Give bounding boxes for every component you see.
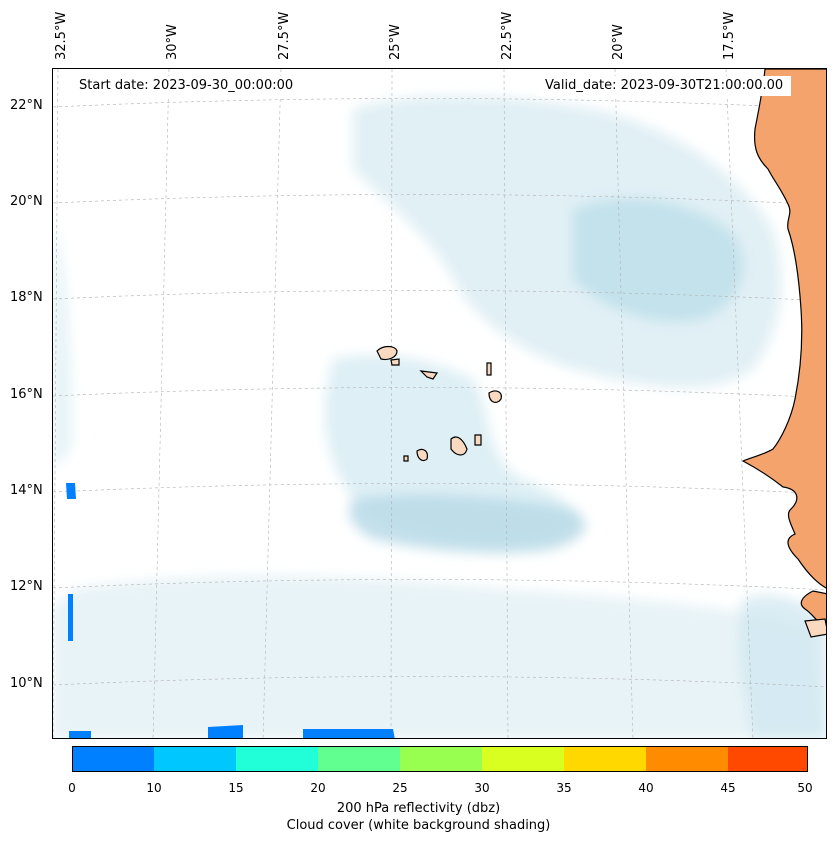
parallel-20n <box>53 194 826 206</box>
graticule <box>53 69 826 738</box>
lon-label-32-5w: 32.5°W <box>54 11 69 60</box>
lat-label-10n: 10°N <box>10 676 43 691</box>
lat-label-12n: 12°N <box>10 579 43 594</box>
colorbar-segment-30-35 <box>482 746 564 772</box>
reflectivity-cell-south-b <box>303 729 395 738</box>
island-boa-vista <box>488 390 502 403</box>
island-sao-nicolau <box>419 370 439 380</box>
island-fogo <box>416 448 428 462</box>
lon-label-20w: 20°W <box>611 24 626 60</box>
island-santiago <box>450 436 468 456</box>
parallel-12n <box>53 579 826 591</box>
colorbar-tick-0: 0 <box>68 781 76 795</box>
lon-label-22-5w: 22.5°W <box>500 11 515 60</box>
lon-label-30w: 30°W <box>165 24 180 60</box>
lat-label-14n: 14°N <box>10 483 43 498</box>
colorbar-tick-35: 35 <box>556 781 572 795</box>
parallel-14n <box>53 483 826 495</box>
colorbar-segment-0-10 <box>72 746 154 772</box>
colorbar-outline <box>72 746 808 772</box>
colorbar-tick-15: 15 <box>228 781 244 795</box>
colorbar-title: 200 hPa reflectivity (dbz) <box>336 801 501 816</box>
meridian-17-5w <box>725 69 754 738</box>
colorbar-tick-10: 10 <box>146 781 162 795</box>
colorbar-segment-40-45 <box>646 746 728 772</box>
cape-verde-islands <box>376 345 502 462</box>
cloud-core-northeast <box>573 198 743 322</box>
lon-label-27-5w: 27.5°W <box>277 11 292 60</box>
valid-date-label: Valid_date: 2023-09-30T21:00:00.00 <box>537 76 792 96</box>
colorbar-tick-30: 30 <box>474 781 490 795</box>
lat-label-20n: 20°N <box>10 194 43 209</box>
colorbar-segment-20-25 <box>318 746 400 772</box>
cloud-cover-layer <box>53 95 826 738</box>
parallel-10n <box>53 676 826 688</box>
cloud-band-center <box>324 355 575 543</box>
meridian-25w <box>390 69 393 738</box>
colorbar-tick-25: 25 <box>392 781 408 795</box>
parallel-16n <box>53 387 826 399</box>
meridian-27-5w <box>262 69 282 738</box>
map-panel <box>52 68 827 739</box>
lat-label-18n: 18°N <box>10 290 43 305</box>
colorbar-segment-10-15 <box>154 746 236 772</box>
colorbar-tick-45: 45 <box>720 781 736 795</box>
meridian-32-5w <box>53 69 59 738</box>
mainland-africa <box>741 69 826 589</box>
reflectivity-cell-14n <box>66 483 76 499</box>
cloud-band-14n <box>349 494 586 554</box>
cloud-east-coast <box>738 595 826 738</box>
colorbar-segment-45-50 <box>728 746 808 772</box>
meridian-20w <box>614 69 634 738</box>
reflectivity-cell-south-a <box>208 725 243 738</box>
start-date-label: Start date: 2023-09-30_00:00:00 <box>71 76 302 96</box>
bijagos-island <box>804 618 826 638</box>
colorbar-tick-20: 20 <box>310 781 326 795</box>
cloud-band-south <box>53 575 823 738</box>
map-canvas <box>53 69 826 738</box>
reflectivity-colorbar <box>72 746 808 772</box>
cloud-strip-west <box>53 219 72 469</box>
island-sal <box>486 362 492 376</box>
colorbar-subtitle: Cloud cover (white background shading) <box>286 818 551 833</box>
colorbar-segment-15-20 <box>236 746 318 772</box>
island-sao-vicente <box>390 358 400 366</box>
lon-label-25w: 25°W <box>388 24 403 60</box>
reflectivity-cell-12n <box>68 594 73 641</box>
reflectivity-cell-sw <box>69 731 91 738</box>
island-maio <box>474 434 482 446</box>
parallel-18n <box>53 290 826 302</box>
colorbar-segment-25-30 <box>400 746 482 772</box>
meridian-30w <box>152 69 170 738</box>
island-brava <box>403 455 409 462</box>
colorbar-tick-40: 40 <box>638 781 654 795</box>
colorbar-tick-50: 50 <box>797 781 813 795</box>
lat-label-16n: 16°N <box>10 387 43 402</box>
reflectivity-layer <box>66 483 395 738</box>
lat-label-22n: 22°N <box>10 98 43 113</box>
meridian-22-5w <box>503 69 509 738</box>
island-santo-antao <box>376 345 398 361</box>
parallel-22n <box>53 98 826 110</box>
colorbar-segment-35-40 <box>564 746 646 772</box>
africa-landmass <box>741 69 826 638</box>
lon-label-17-5w: 17.5°W <box>722 11 737 60</box>
